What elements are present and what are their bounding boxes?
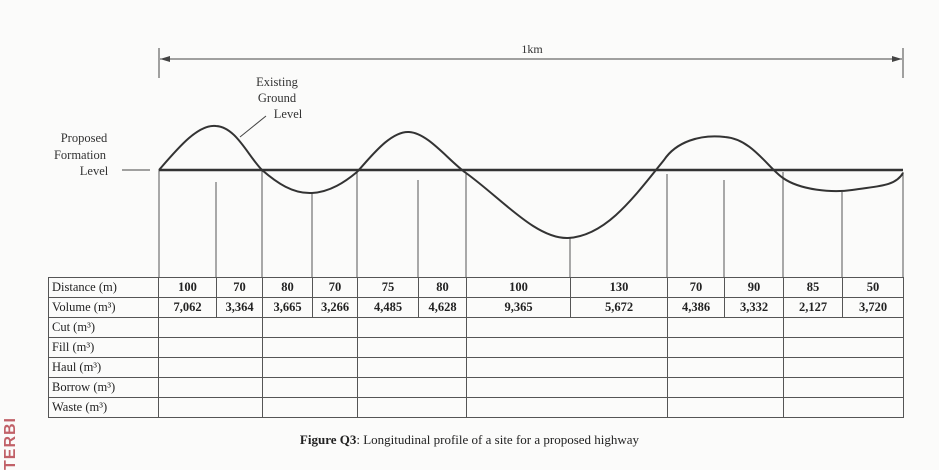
volume-cell: 2,127 [783,297,843,318]
earthworks-table: Distance (m) 100 70 80 70 75 80 100 130 … [48,277,904,418]
existing-ground-label-2: Ground [258,91,297,105]
empty-cell [262,337,358,358]
empty-cell [262,377,358,398]
empty-cell [357,317,467,338]
volume-cell: 3,364 [216,297,263,318]
distance-cell: 70 [667,277,725,298]
cut-row: Cut (m³) [48,317,904,338]
borrow-row: Borrow (m³) [48,377,904,398]
empty-cell [357,357,467,378]
waste-row: Waste (m³) [48,397,904,418]
existing-ground-curve [158,124,904,240]
distance-cell: 80 [262,277,313,298]
volume-cell: 7,062 [158,297,217,318]
volume-cell: 4,386 [667,297,725,318]
formation-label-1: Proposed [61,131,108,145]
volume-cell: 9,365 [466,297,571,318]
empty-cell [262,317,358,338]
row-label: Fill (m³) [48,337,159,358]
empty-cell [667,337,784,358]
empty-cell [158,337,263,358]
figure-caption: Figure Q3: Longitudinal profile of a sit… [0,432,939,448]
volume-row: Volume (m³) 7,062 3,364 3,665 3,266 4,48… [48,297,904,318]
row-label: Distance (m) [48,277,159,298]
existing-ground-label-1: Existing [256,75,298,89]
volume-cell: 3,720 [842,297,904,318]
empty-cell [667,357,784,378]
empty-cell [783,357,904,378]
row-label: Waste (m³) [48,397,159,418]
empty-cell [357,397,467,418]
stamp-watermark: TERBI [2,417,19,470]
empty-cell [158,377,263,398]
empty-cell [466,357,668,378]
fill-row: Fill (m³) [48,337,904,358]
distance-cell: 130 [570,277,668,298]
volume-cell: 3,266 [312,297,358,318]
empty-cell [262,357,358,378]
distance-cell: 100 [158,277,217,298]
span-label: 1km [521,42,543,56]
existing-ground-leader [239,115,267,138]
row-label: Borrow (m³) [48,377,159,398]
empty-cell [667,397,784,418]
empty-cell [667,377,784,398]
volume-cell: 4,485 [357,297,419,318]
empty-cell [466,397,668,418]
empty-cell [158,317,263,338]
empty-cell [783,397,904,418]
row-label: Cut (m³) [48,317,159,338]
empty-cell [466,317,668,338]
empty-cell [466,377,668,398]
empty-cell [262,397,358,418]
empty-cell [158,357,263,378]
formation-label-2: Formation [54,148,107,162]
distance-cell: 70 [312,277,358,298]
empty-cell [783,337,904,358]
span-dimension [158,48,904,78]
distance-cell: 75 [357,277,419,298]
volume-cell: 4,628 [418,297,467,318]
empty-cell [466,337,668,358]
empty-cell [667,317,784,338]
station-lines [158,170,904,277]
volume-cell: 3,665 [262,297,313,318]
volume-cell: 3,332 [724,297,784,318]
distance-cell: 90 [724,277,784,298]
distance-cell: 85 [783,277,843,298]
figure-number: Figure Q3 [299,432,357,447]
existing-ground-label-3: Level [274,107,303,121]
distance-cell: 50 [842,277,904,298]
volume-cell: 5,672 [570,297,668,318]
empty-cell [158,397,263,418]
empty-cell [357,337,467,358]
figure-caption-text: : Longitudinal profile of a site for a p… [356,432,640,447]
distance-cell: 70 [216,277,263,298]
formation-label-3: Level [80,164,109,178]
empty-cell [783,377,904,398]
empty-cell [357,377,467,398]
distance-row: Distance (m) 100 70 80 70 75 80 100 130 … [48,277,904,298]
distance-cell: 80 [418,277,467,298]
empty-cell [783,317,904,338]
haul-row: Haul (m³) [48,357,904,378]
row-label: Volume (m³) [48,297,159,318]
distance-cell: 100 [466,277,571,298]
row-label: Haul (m³) [48,357,159,378]
